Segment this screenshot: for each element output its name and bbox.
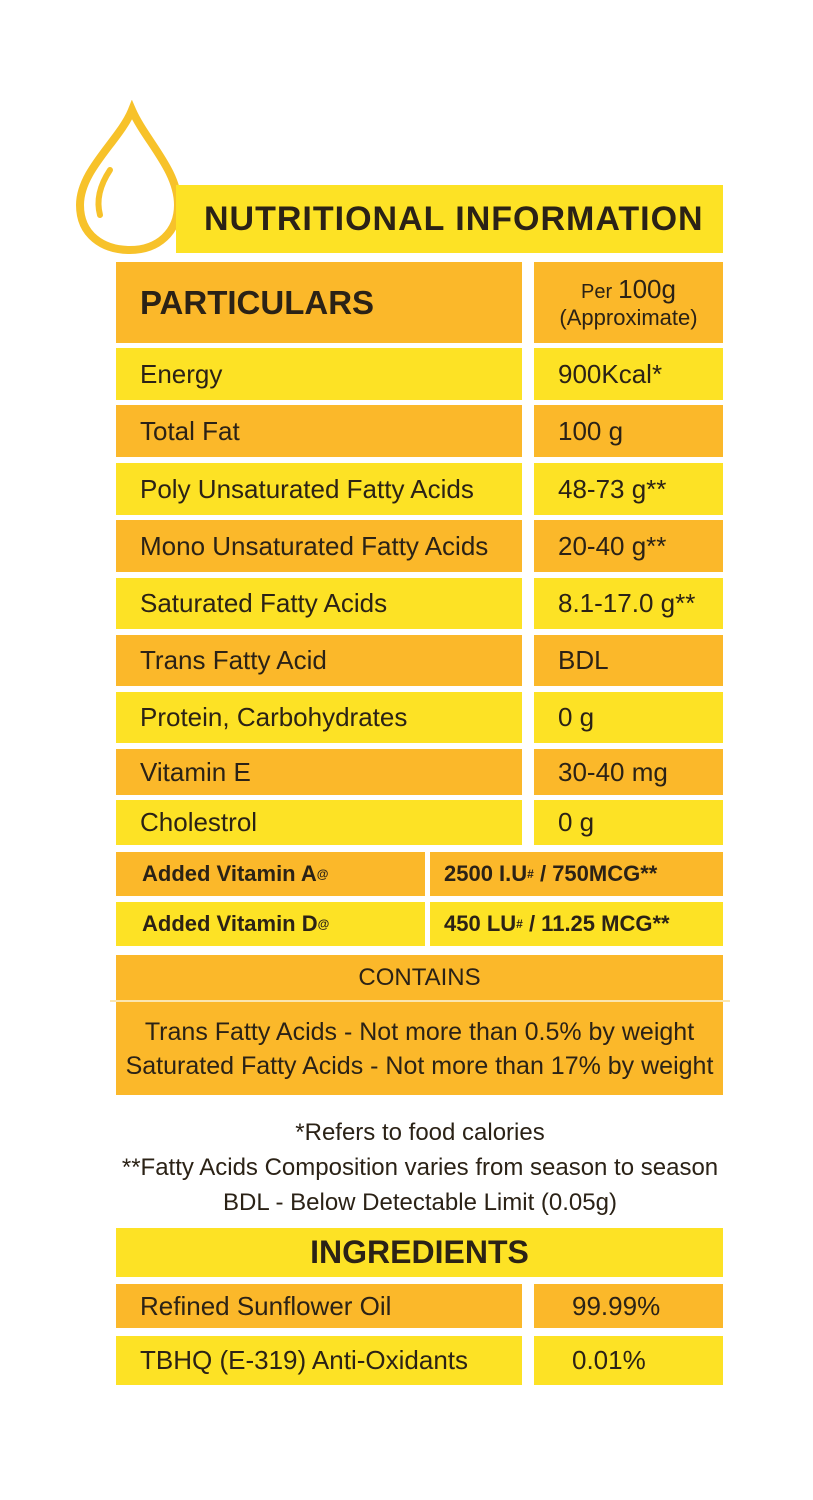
- row-value: 900Kcal*: [558, 358, 663, 389]
- ingredient-label: Refined Sunflower Oil: [140, 1290, 392, 1321]
- row-value-cell: 20-40 g**: [534, 520, 723, 572]
- added-value-mark: #: [516, 917, 523, 931]
- row-label-cell: Poly Unsaturated Fatty Acids: [116, 463, 522, 515]
- contains-title: CONTAINS: [358, 963, 481, 991]
- ingredient-value: 0.01%: [572, 1345, 646, 1375]
- title: NUTRITIONAL INFORMATION: [204, 199, 704, 238]
- contains-title-cell: CONTAINS: [116, 955, 723, 1000]
- ingredient-value: 99.99%: [572, 1290, 661, 1321]
- row-value-cell: 48-73 g**: [534, 463, 723, 515]
- contains-body: Trans Fatty Acids - Not more than 0.5% b…: [116, 1002, 723, 1095]
- header-particulars: PARTICULARS: [140, 283, 375, 321]
- row-value-cell: 0 g: [534, 800, 723, 845]
- added-value-cell: 450 LU # / 11.25 MCG**: [430, 902, 723, 946]
- note: BDL - Below Detectable Limit (0.05g): [223, 1188, 617, 1216]
- contains-line: Saturated Fatty Acids - Not more than 17…: [125, 1051, 714, 1080]
- row-label: Mono Unsaturated Fatty Acids: [140, 530, 489, 561]
- row-value-cell: 0 g: [534, 692, 723, 743]
- oil-drop-icon: [75, 100, 183, 255]
- row-value-cell: 100 g: [534, 405, 723, 457]
- row-value: 48-73 g**: [558, 473, 667, 504]
- row-label: Total Fat: [140, 415, 240, 446]
- row-value: 0 g: [558, 702, 595, 732]
- row-label-cell: Mono Unsaturated Fatty Acids: [116, 520, 522, 572]
- row-value-cell: 900Kcal*: [534, 348, 723, 400]
- row-value: 100 g: [558, 415, 624, 446]
- row-label: Saturated Fatty Acids: [140, 588, 388, 618]
- row-value: 0 g: [558, 807, 595, 837]
- contains-line: Trans Fatty Acids - Not more than 0.5% b…: [144, 1017, 695, 1046]
- added-value-mark: #: [527, 867, 534, 881]
- row-value-cell: 30-40 mg: [534, 749, 723, 795]
- added-label: Added Vitamin D: [142, 911, 318, 936]
- divider: [110, 1000, 730, 1002]
- row-value: 20-40 g**: [558, 530, 667, 561]
- row-label-cell: Vitamin E: [116, 749, 522, 795]
- row-label: Vitamin E: [140, 756, 251, 787]
- ingredient-value-cell: 0.01%: [534, 1336, 723, 1385]
- ingredient-label: TBHQ (E-319) Anti-Oxidants: [140, 1345, 468, 1375]
- row-value: 8.1-17.0 g**: [558, 588, 696, 618]
- row-label: Energy: [140, 358, 223, 389]
- added-label: Added Vitamin A: [142, 861, 317, 886]
- row-label: Cholestrol: [140, 807, 258, 837]
- row-value-cell: 8.1-17.0 g**: [534, 578, 723, 629]
- ingredients-title-cell: INGREDIENTS: [116, 1228, 723, 1277]
- approximate: (Approximate): [559, 305, 698, 330]
- added-value-rest: / 11.25 MCG**: [522, 911, 670, 936]
- added-label-mark: @: [317, 917, 330, 931]
- per-line: Per 100g: [581, 274, 676, 305]
- header-particulars: PARTICULARS: [116, 262, 522, 343]
- ingredient-label-cell: TBHQ (E-319) Anti-Oxidants: [116, 1336, 522, 1385]
- row-label-cell: Total Fat: [116, 405, 522, 457]
- row-label-cell: Cholestrol: [116, 800, 522, 845]
- row-value: 30-40 mg: [558, 756, 668, 787]
- note: *Refers to food calories: [295, 1118, 545, 1146]
- per: Per: [581, 281, 613, 303]
- row-label-cell: Trans Fatty Acid: [116, 635, 522, 686]
- added-value: 450 LU: [444, 911, 517, 936]
- notes: *Refers to food calories **Fatty Acids Co…: [100, 1112, 740, 1222]
- title-bar: NUTRITIONAL INFORMATION: [176, 185, 723, 253]
- row-label-cell: Protein, Carbohydrates: [116, 692, 522, 743]
- note: **Fatty Acids Composition varies from se…: [121, 1153, 719, 1181]
- added-label-cell: Added Vitamin A @: [116, 852, 425, 896]
- ingredients-title: INGREDIENTS: [310, 1234, 529, 1270]
- added-label-cell: Added Vitamin D @: [116, 902, 425, 946]
- ingredient-label-cell: Refined Sunflower Oil: [116, 1284, 522, 1328]
- row-value: BDL: [558, 645, 609, 675]
- row-value-cell: BDL: [534, 635, 723, 686]
- added-value: 2500 I.U: [444, 861, 528, 886]
- per-amount: 100g: [618, 274, 676, 304]
- header-per: Per 100g (Approximate): [534, 262, 723, 343]
- added-value-cell: 2500 I.U # / 750MCG**: [430, 852, 723, 896]
- row-label: Poly Unsaturated Fatty Acids: [140, 473, 474, 504]
- row-label-cell: Energy: [116, 348, 522, 400]
- added-value-rest: / 750MCG**: [533, 861, 658, 886]
- row-label: Trans Fatty Acid: [140, 645, 327, 675]
- row-label-cell: Saturated Fatty Acids: [116, 578, 522, 629]
- row-label: Protein, Carbohydrates: [140, 702, 408, 732]
- added-label-mark: @: [316, 867, 329, 881]
- ingredient-value-cell: 99.99%: [534, 1284, 723, 1328]
